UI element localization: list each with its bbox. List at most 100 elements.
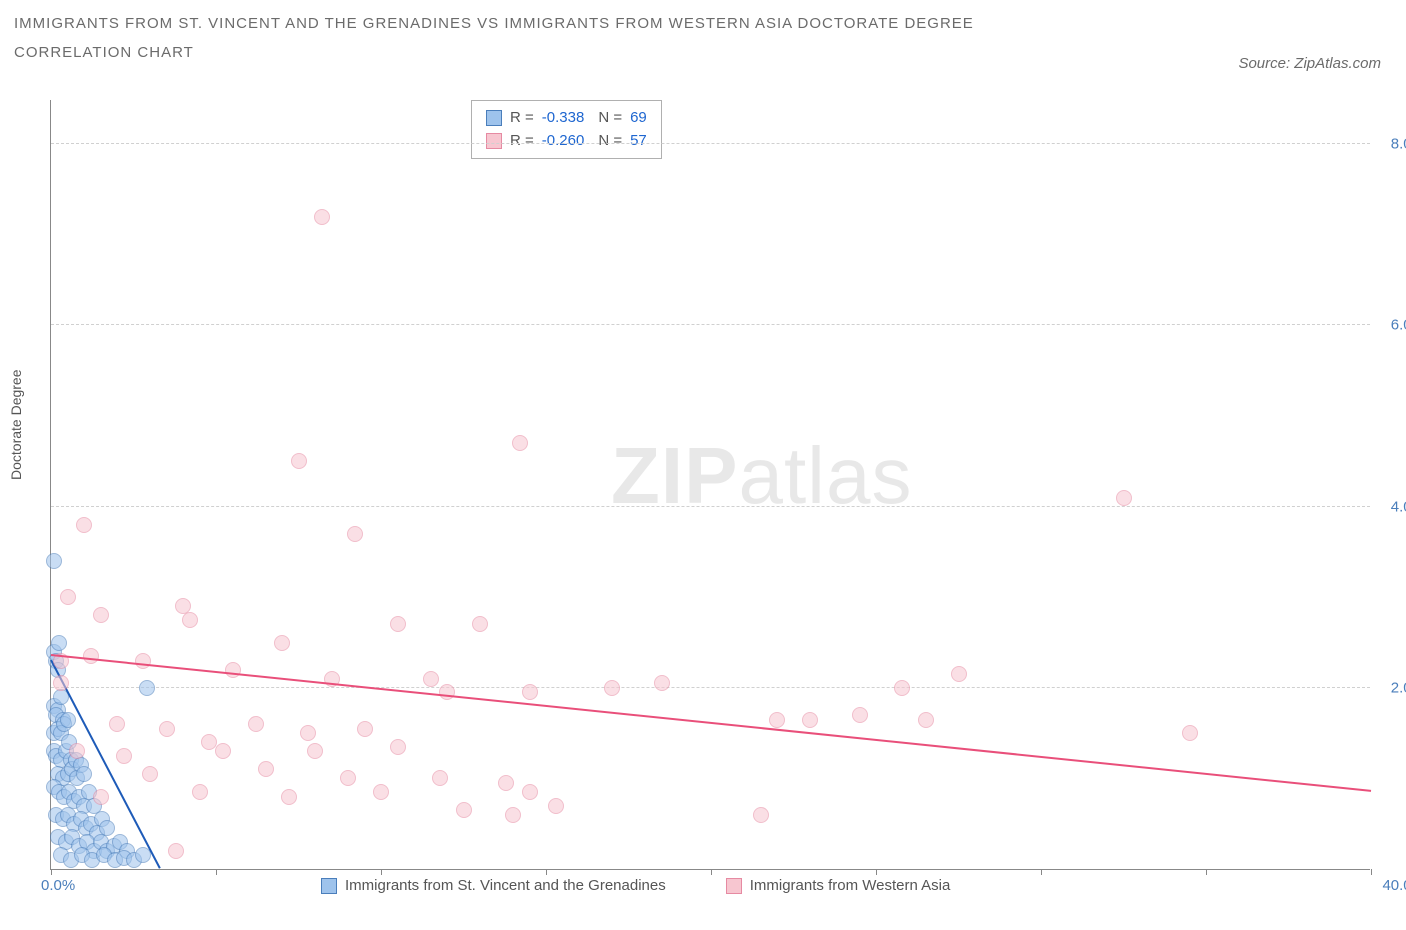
scatter-point bbox=[258, 761, 274, 777]
x-tick bbox=[711, 869, 712, 875]
scatter-point bbox=[340, 770, 356, 786]
r-value: -0.260 bbox=[542, 130, 585, 153]
scatter-point bbox=[347, 526, 363, 542]
scatter-point bbox=[522, 684, 538, 700]
scatter-plot-area: ZIPatlas R =-0.338N =69R =-0.260N =57 0.… bbox=[50, 100, 1370, 870]
scatter-point bbox=[93, 789, 109, 805]
x-tick bbox=[876, 869, 877, 875]
scatter-point bbox=[314, 209, 330, 225]
scatter-point bbox=[769, 712, 785, 728]
y-tick-label: 8.0% bbox=[1391, 136, 1406, 153]
series-name: Immigrants from St. Vincent and the Gren… bbox=[345, 875, 666, 898]
scatter-point bbox=[60, 589, 76, 605]
scatter-point bbox=[76, 517, 92, 533]
n-label: N = bbox=[598, 130, 622, 153]
scatter-point bbox=[93, 607, 109, 623]
scatter-point bbox=[116, 748, 132, 764]
x-tick bbox=[216, 869, 217, 875]
scatter-point bbox=[852, 707, 868, 723]
scatter-point bbox=[307, 743, 323, 759]
scatter-point bbox=[142, 766, 158, 782]
scatter-point bbox=[46, 553, 62, 569]
scatter-point bbox=[390, 739, 406, 755]
scatter-point bbox=[423, 671, 439, 687]
scatter-point bbox=[512, 435, 528, 451]
r-label: R = bbox=[510, 107, 534, 130]
x-tick bbox=[1041, 869, 1042, 875]
scatter-point bbox=[60, 712, 76, 728]
watermark: ZIPatlas bbox=[611, 430, 912, 522]
correlation-legend: R = -0.338 N = 69 R = -0.260 N = 57 bbox=[471, 100, 662, 159]
series-name: Immigrants from Western Asia bbox=[750, 875, 951, 898]
y-axis-label: Doctorate Degree bbox=[8, 369, 24, 480]
scatter-point bbox=[215, 743, 231, 759]
r-label: R = bbox=[510, 130, 534, 153]
scatter-point bbox=[432, 770, 448, 786]
n-value: 57 bbox=[630, 130, 647, 153]
legend-swatch bbox=[726, 878, 742, 894]
scatter-point bbox=[192, 784, 208, 800]
scatter-point bbox=[548, 798, 564, 814]
scatter-point bbox=[472, 616, 488, 632]
scatter-point bbox=[109, 716, 125, 732]
scatter-point bbox=[51, 635, 67, 651]
series-legend: Immigrants from St. Vincent and the Gren… bbox=[321, 875, 950, 898]
source-attribution: Source: ZipAtlas.com bbox=[1238, 55, 1381, 72]
legend-swatch bbox=[486, 110, 502, 126]
legend-swatch bbox=[321, 878, 337, 894]
y-tick-label: 4.0% bbox=[1391, 498, 1406, 515]
x-tick bbox=[1371, 869, 1372, 875]
x-axis-min-label: 0.0% bbox=[41, 877, 75, 894]
gridline bbox=[51, 143, 1370, 144]
n-value: 69 bbox=[630, 107, 647, 130]
scatter-point bbox=[894, 680, 910, 696]
scatter-point bbox=[1182, 725, 1198, 741]
scatter-point bbox=[654, 675, 670, 691]
scatter-point bbox=[498, 775, 514, 791]
scatter-point bbox=[159, 721, 175, 737]
gridline bbox=[51, 687, 1370, 688]
gridline bbox=[51, 506, 1370, 507]
chart-title: IMMIGRANTS FROM ST. VINCENT AND THE GREN… bbox=[14, 10, 1064, 67]
scatter-point bbox=[248, 716, 264, 732]
legend-swatch bbox=[486, 133, 502, 149]
scatter-point bbox=[53, 675, 69, 691]
r-value: -0.338 bbox=[542, 107, 585, 130]
scatter-point bbox=[1116, 490, 1132, 506]
scatter-point bbox=[69, 743, 85, 759]
scatter-point bbox=[604, 680, 620, 696]
scatter-point bbox=[522, 784, 538, 800]
scatter-point bbox=[300, 725, 316, 741]
scatter-point bbox=[951, 666, 967, 682]
scatter-point bbox=[182, 612, 198, 628]
scatter-point bbox=[357, 721, 373, 737]
x-tick bbox=[546, 869, 547, 875]
x-tick bbox=[381, 869, 382, 875]
legend-item: Immigrants from Western Asia bbox=[726, 875, 951, 898]
scatter-point bbox=[168, 843, 184, 859]
n-label: N = bbox=[598, 107, 622, 130]
scatter-point bbox=[373, 784, 389, 800]
x-tick bbox=[51, 869, 52, 875]
scatter-point bbox=[505, 807, 521, 823]
x-tick bbox=[1206, 869, 1207, 875]
scatter-point bbox=[274, 635, 290, 651]
scatter-point bbox=[390, 616, 406, 632]
legend-row: R = -0.260 N = 57 bbox=[486, 130, 647, 153]
scatter-point bbox=[135, 653, 151, 669]
scatter-point bbox=[83, 648, 99, 664]
scatter-point bbox=[291, 453, 307, 469]
scatter-point bbox=[456, 802, 472, 818]
y-tick-label: 6.0% bbox=[1391, 317, 1406, 334]
scatter-point bbox=[76, 766, 92, 782]
legend-item: Immigrants from St. Vincent and the Gren… bbox=[321, 875, 666, 898]
scatter-point bbox=[918, 712, 934, 728]
scatter-point bbox=[281, 789, 297, 805]
scatter-point bbox=[802, 712, 818, 728]
y-tick-label: 2.0% bbox=[1391, 679, 1406, 696]
scatter-point bbox=[753, 807, 769, 823]
gridline bbox=[51, 324, 1370, 325]
scatter-point bbox=[139, 680, 155, 696]
x-axis-max-label: 40.0% bbox=[1382, 877, 1406, 894]
scatter-point bbox=[439, 684, 455, 700]
